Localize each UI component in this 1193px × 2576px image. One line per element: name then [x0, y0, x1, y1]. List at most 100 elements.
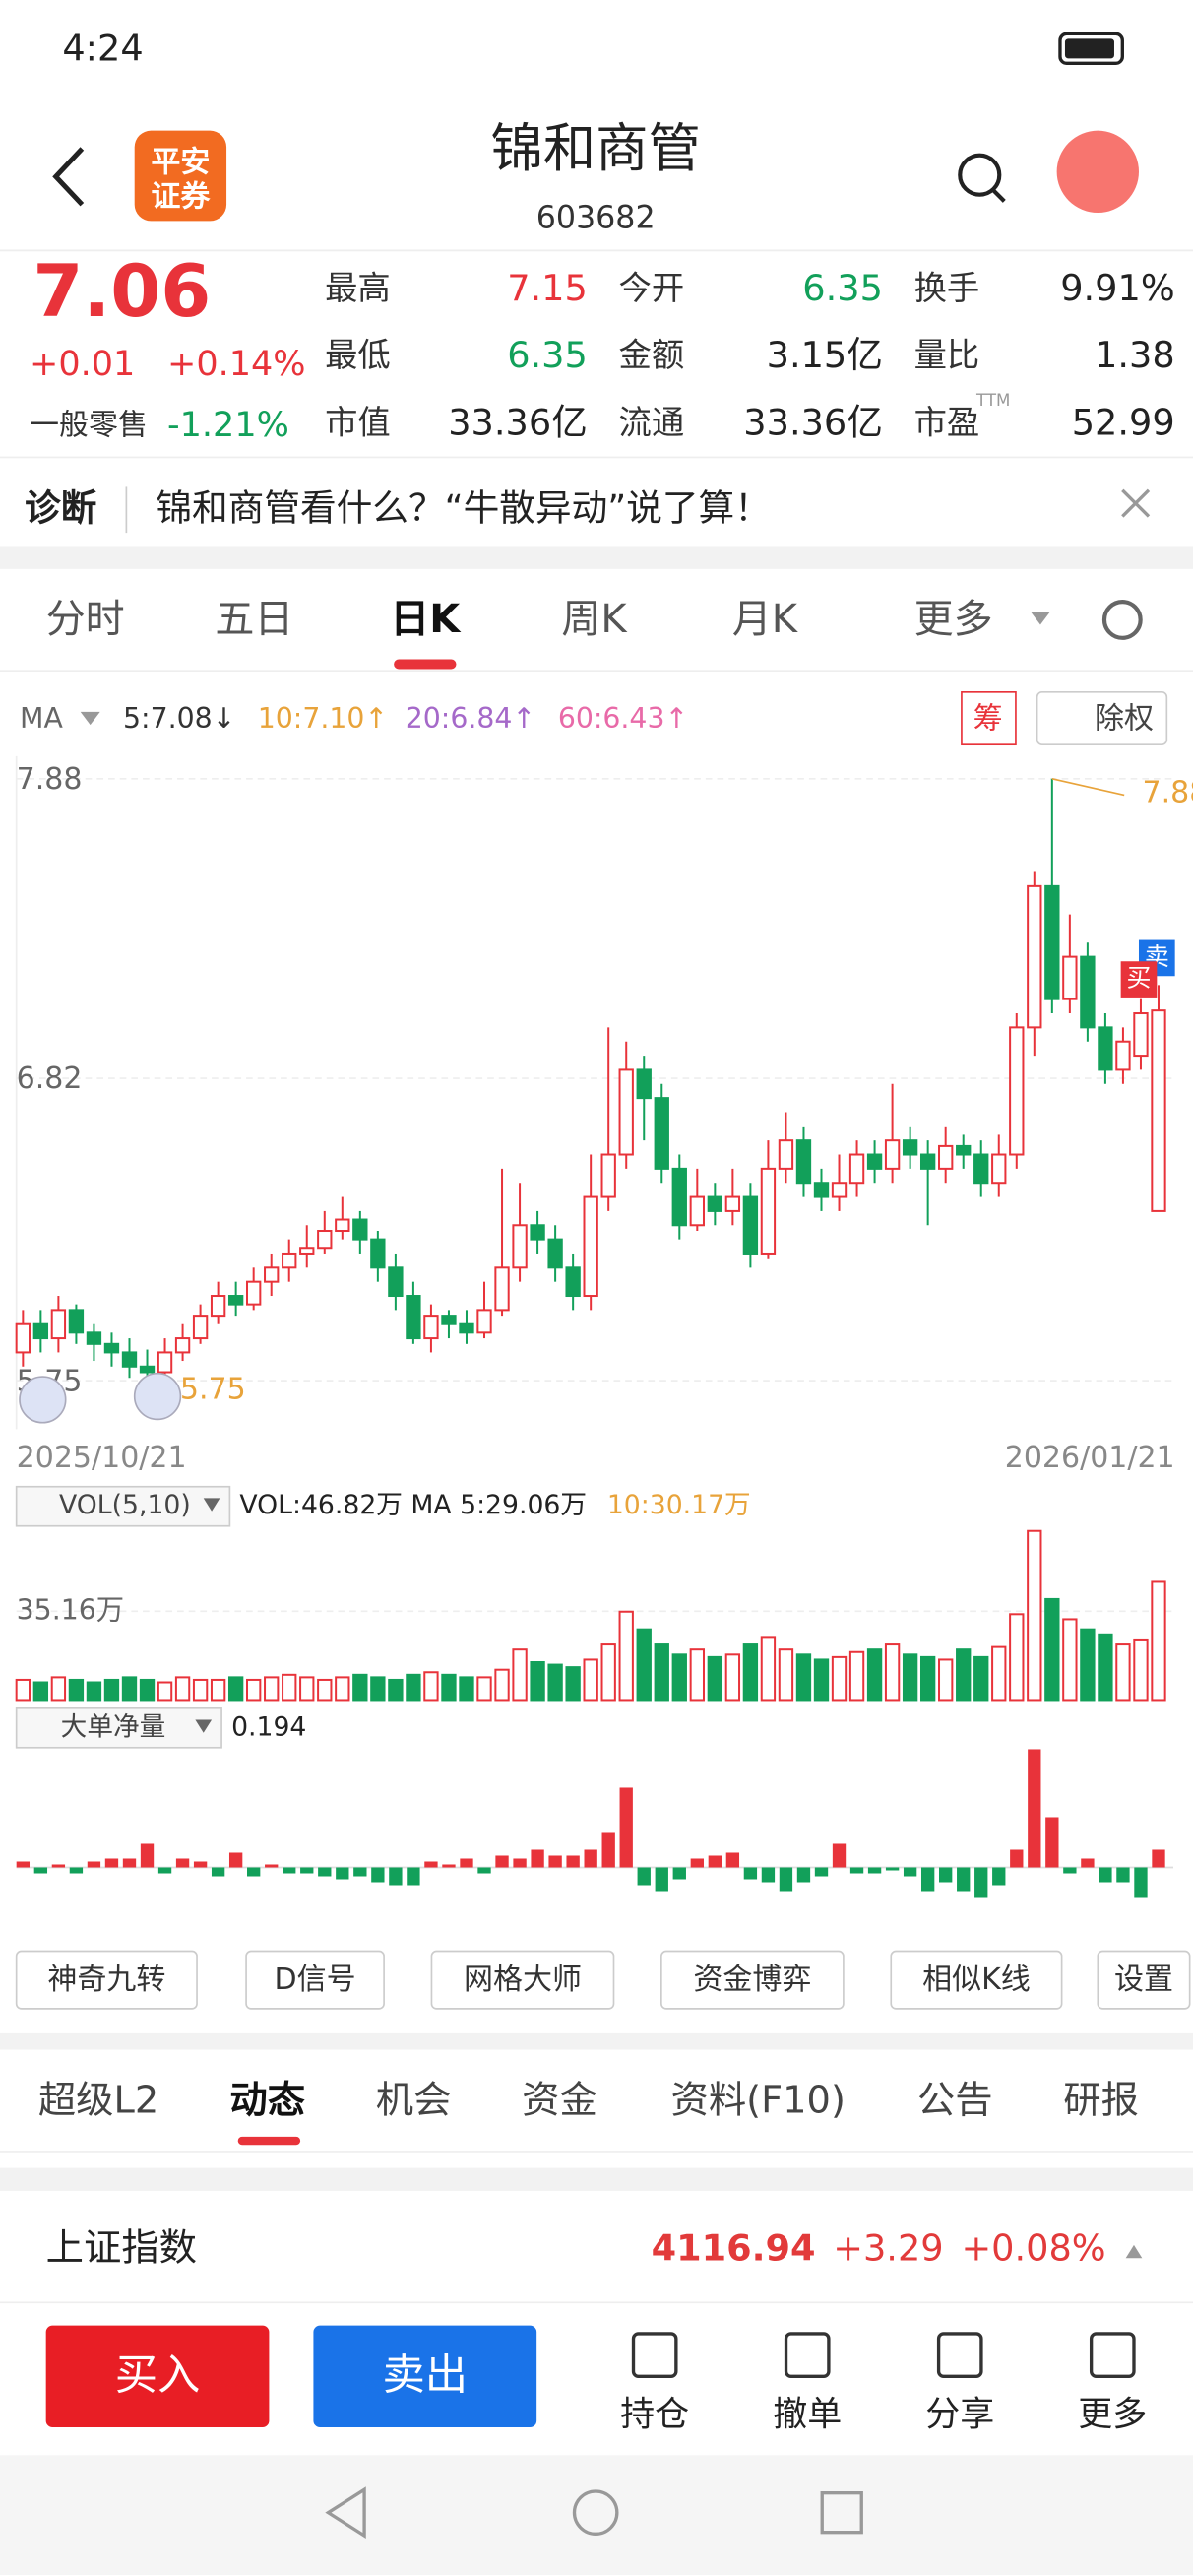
- volume-bar: [370, 1676, 386, 1702]
- tool-label[interactable]: 神奇九转: [47, 1963, 165, 1997]
- candle-body: [919, 1153, 936, 1170]
- candle-body: [1151, 1009, 1166, 1212]
- volume-bar: [1133, 1638, 1149, 1702]
- scroll-button[interactable]: [19, 1376, 67, 1424]
- section-tab[interactable]: 超级L2: [38, 2078, 158, 2122]
- section-tab[interactable]: 资金: [522, 2078, 597, 2122]
- tool-button[interactable]: [15, 1950, 198, 2010]
- scroll-button[interactable]: [133, 1372, 182, 1421]
- flow-bar: [1028, 1749, 1041, 1868]
- flow-bar: [407, 1867, 420, 1886]
- flow-bar: [300, 1867, 314, 1874]
- ma-value: 60:6.43↑: [558, 702, 688, 735]
- field-label: 换手: [914, 269, 980, 307]
- tool-label[interactable]: 网格大师: [464, 1963, 582, 1997]
- flow-bar: [1063, 1867, 1077, 1874]
- flow-bar: [796, 1867, 811, 1883]
- settings-button[interactable]: [1101, 600, 1143, 640]
- volume-bar: [317, 1678, 333, 1702]
- candle-body: [476, 1309, 492, 1334]
- chart-tab[interactable]: 月K: [732, 597, 799, 642]
- avatar[interactable]: [1056, 130, 1139, 214]
- section-tab[interactable]: 研报: [1063, 2078, 1139, 2122]
- section-tab[interactable]: 资料(F10): [671, 2078, 846, 2122]
- section-tab[interactable]: 公告: [917, 2078, 993, 2122]
- buy-label[interactable]: 买入: [115, 2351, 201, 2400]
- candle-body: [1115, 1040, 1131, 1071]
- nav-back[interactable]: [325, 2486, 366, 2540]
- flow-bar: [33, 1867, 48, 1874]
- field-label: 流通: [619, 404, 685, 442]
- candle-body: [813, 1182, 830, 1198]
- flow-bar: [1116, 1867, 1130, 1883]
- volume-bar: [938, 1658, 954, 1702]
- volume-bar: [121, 1676, 138, 1702]
- volume-bar: [1027, 1529, 1042, 1702]
- flow-bar: [122, 1858, 137, 1868]
- flow-bar: [318, 1867, 332, 1877]
- volume-bar: [848, 1650, 865, 1702]
- flow-bar: [832, 1843, 847, 1868]
- section-tab[interactable]: 动态: [229, 2078, 305, 2122]
- nav-recent[interactable]: [820, 2491, 863, 2535]
- search-button[interactable]: [958, 153, 1002, 197]
- flow-bar: [814, 1867, 829, 1877]
- action-label[interactable]: 更多: [1078, 2395, 1147, 2434]
- volume-bar: [1062, 1618, 1078, 1702]
- flow-bar: [228, 1852, 243, 1868]
- close-button[interactable]: [1121, 488, 1151, 518]
- adjust-button[interactable]: [1036, 691, 1168, 746]
- chart-tab[interactable]: 分时: [46, 597, 125, 642]
- index-pct: +0.08%: [961, 2226, 1105, 2269]
- sell-button[interactable]: [313, 2325, 537, 2427]
- tool-button[interactable]: [1097, 1950, 1191, 2010]
- index-value: 4116.94: [652, 2226, 816, 2269]
- chart-tab[interactable]: 五日: [215, 597, 293, 642]
- tool-button[interactable]: [890, 1950, 1063, 2010]
- flow-bar: [442, 1864, 456, 1868]
- tool-button[interactable]: [430, 1950, 615, 2010]
- sell-label[interactable]: 卖出: [382, 2351, 468, 2400]
- tool-label[interactable]: 相似K线: [922, 1963, 1031, 1997]
- candle-body: [174, 1337, 191, 1354]
- battery: [1058, 32, 1124, 65]
- chart-tab[interactable]: 更多: [914, 597, 993, 642]
- field-label: 量比: [914, 336, 980, 374]
- indicator-box[interactable]: [15, 1485, 231, 1527]
- tool-label[interactable]: 设置: [1114, 1963, 1173, 1997]
- candle-body: [1027, 884, 1042, 1029]
- volume-bar: [813, 1658, 830, 1702]
- nav-home[interactable]: [572, 2489, 619, 2537]
- dropdown-arrow: [80, 711, 100, 726]
- field-label: 市盈: [914, 404, 980, 442]
- band: [0, 2032, 1193, 2050]
- change: +0.01: [30, 345, 135, 384]
- flow-bar: [903, 1867, 917, 1877]
- chip-button[interactable]: [961, 691, 1017, 746]
- volume-info: VOL:46.82万 MA 5:29.06万: [239, 1490, 587, 1520]
- flow-bar: [460, 1858, 473, 1868]
- volume-bar: [15, 1678, 31, 1702]
- indicator-box[interactable]: [15, 1707, 222, 1749]
- action-label[interactable]: 持仓: [620, 2395, 689, 2434]
- tool-button[interactable]: [245, 1950, 385, 2010]
- back-button[interactable]: [52, 147, 85, 207]
- tool-button[interactable]: [660, 1950, 845, 2010]
- section-tab[interactable]: 机会: [376, 2078, 452, 2122]
- diagnosis-text[interactable]: 锦和商管看什么？“牛散异动”说了算！: [156, 486, 770, 529]
- flow-bar: [51, 1864, 66, 1868]
- low-label: 5.75: [180, 1373, 246, 1407]
- chart-tab[interactable]: 日K: [390, 597, 462, 642]
- field-label: 金额: [619, 336, 685, 374]
- y-tick-label: 6.82: [17, 1062, 83, 1096]
- tool-label[interactable]: 资金博弈: [693, 1963, 811, 1997]
- action-label[interactable]: 分享: [925, 2395, 994, 2434]
- band: [0, 546, 1193, 569]
- tool-label[interactable]: D信号: [275, 1963, 356, 1997]
- buy-button[interactable]: [45, 2325, 270, 2427]
- chart-tab[interactable]: 周K: [561, 597, 628, 642]
- ma-value: 10:7.10↑: [258, 702, 388, 735]
- flow-bar: [672, 1867, 686, 1880]
- stock-name: 锦和商管: [491, 117, 701, 179]
- action-label[interactable]: 撤单: [773, 2395, 842, 2434]
